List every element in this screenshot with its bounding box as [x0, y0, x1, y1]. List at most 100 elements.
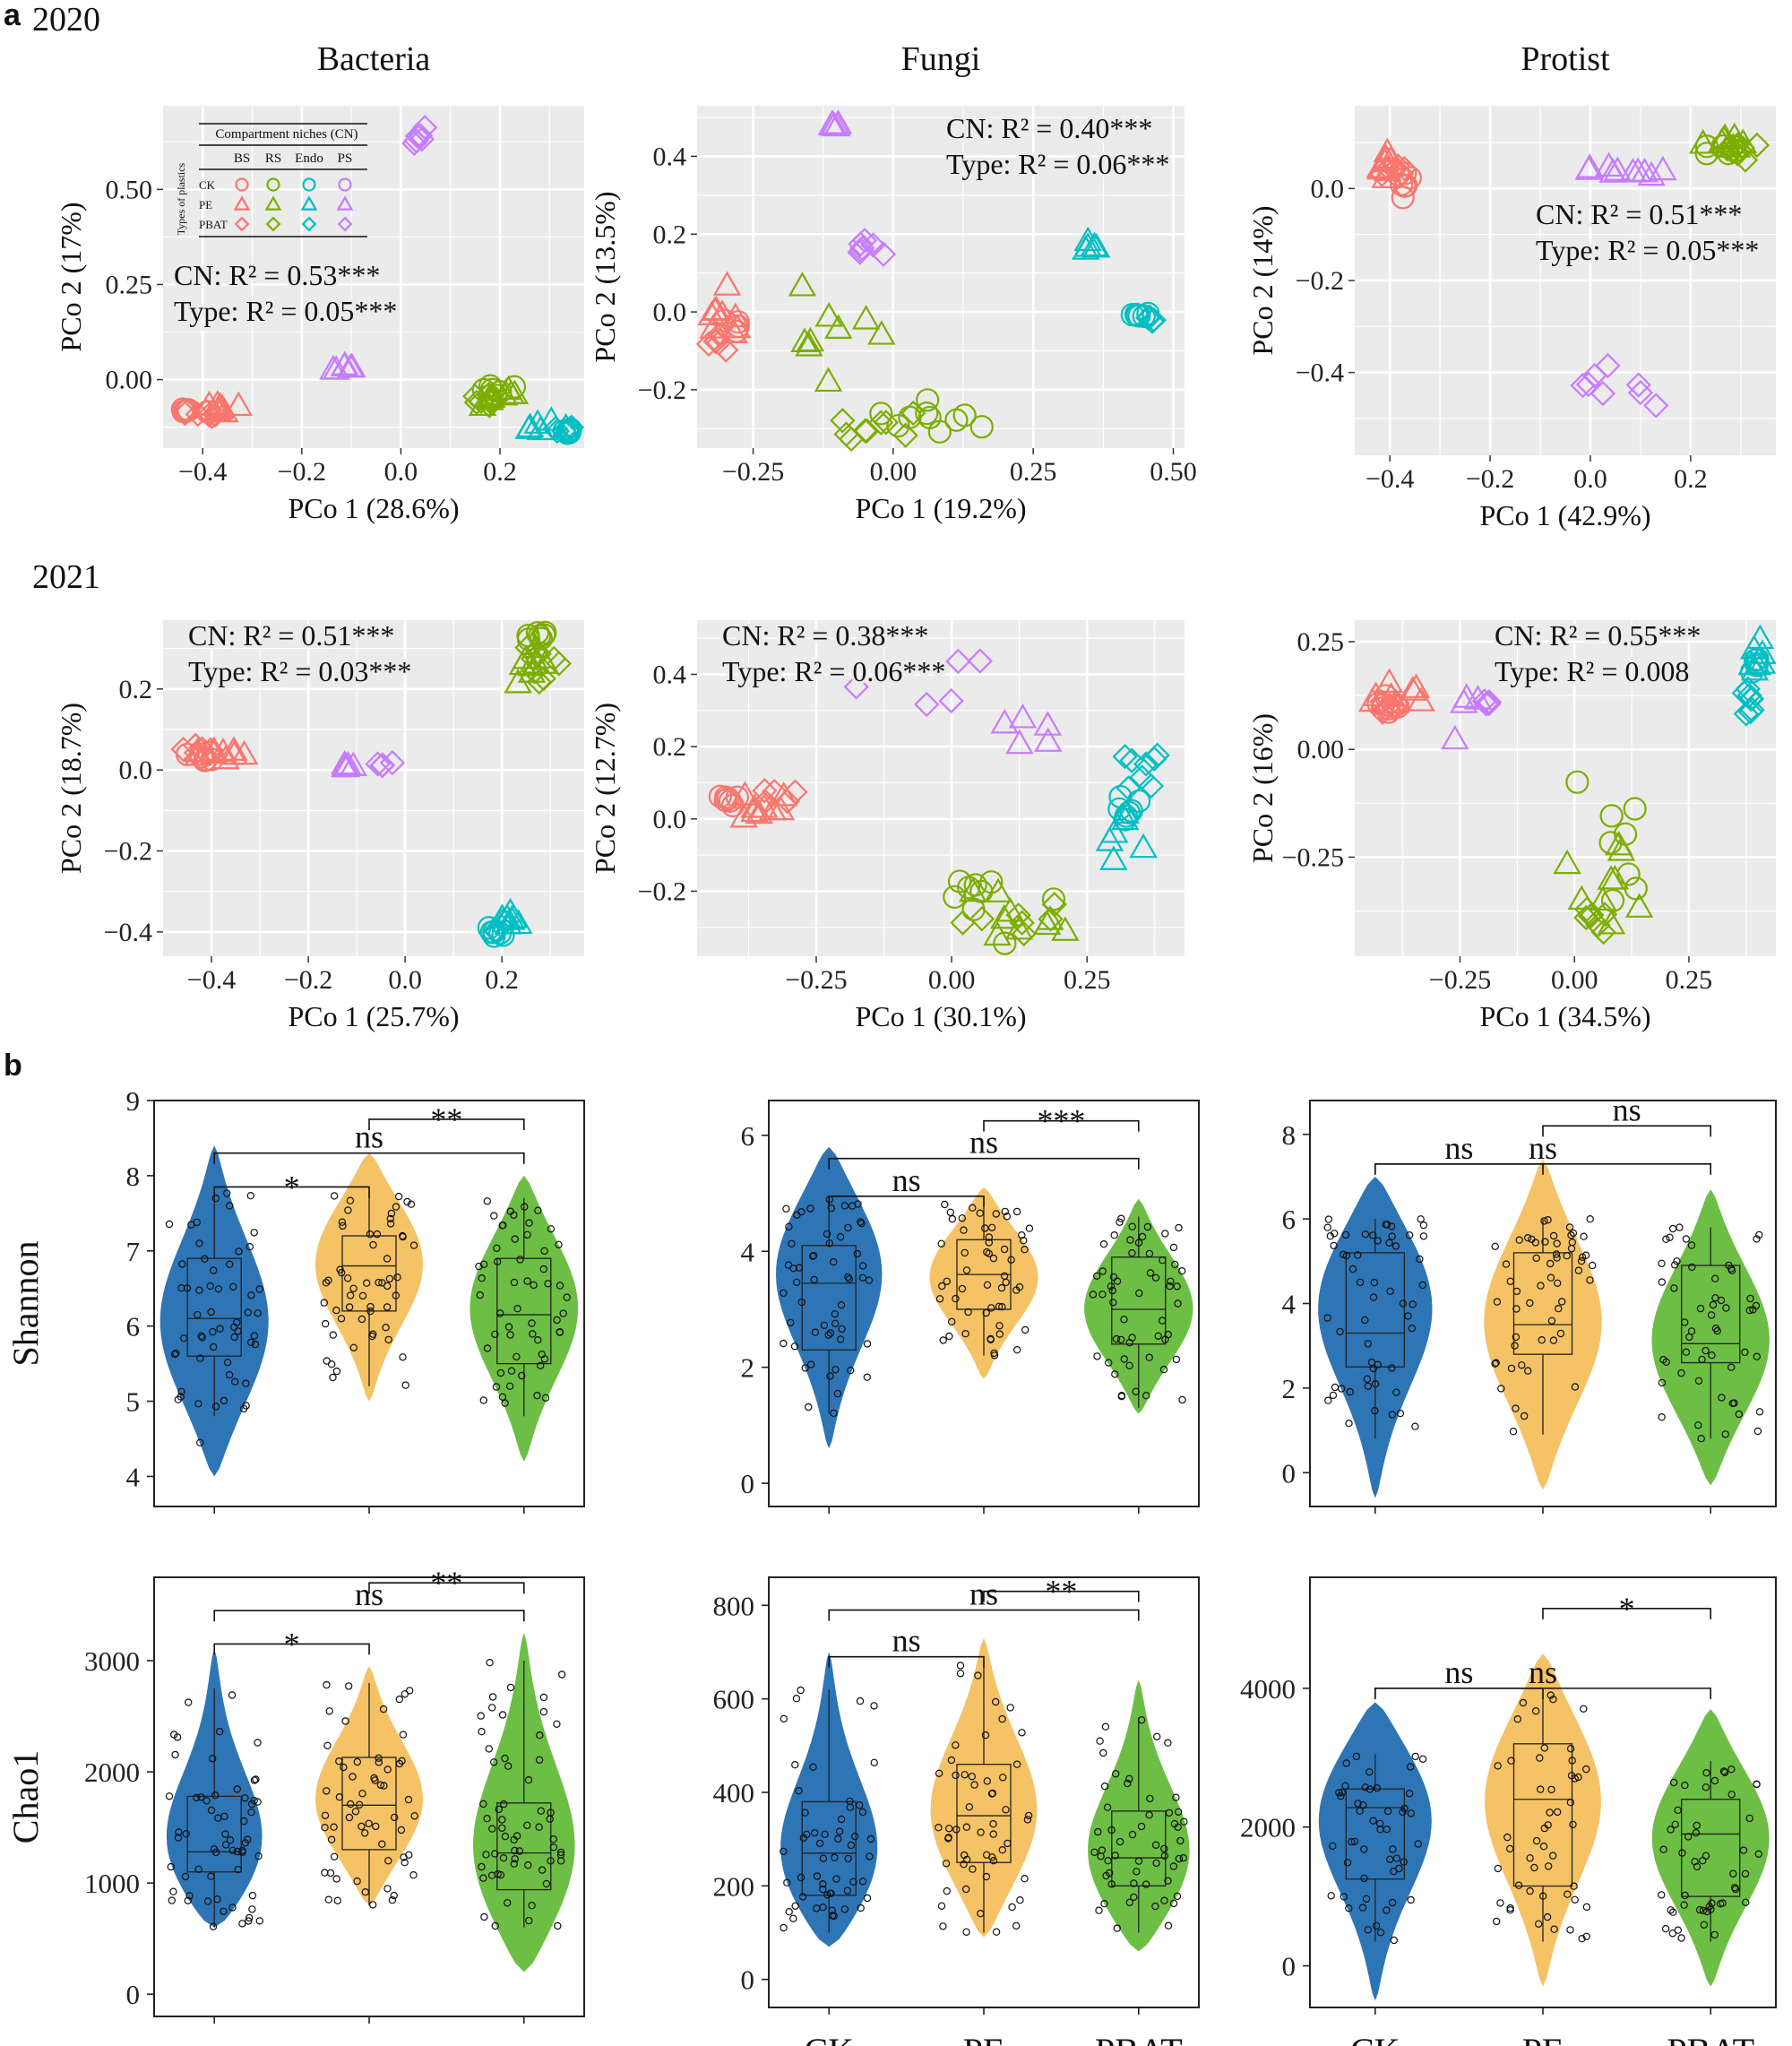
jitter-point: [330, 1192, 339, 1200]
jitter-point: [1369, 1293, 1378, 1301]
jitter-point: [239, 1404, 248, 1413]
legend-side-title: Types of plastics: [175, 162, 187, 235]
jitter-point: [1388, 1364, 1396, 1372]
jitter-point: [1390, 1936, 1399, 1945]
data-point-ps-pbat: [967, 648, 993, 674]
jitter-point: [165, 1792, 174, 1800]
jitter-point: [488, 1825, 496, 1833]
jitter-point: [806, 1360, 815, 1368]
jitter-point: [499, 1853, 508, 1862]
panel-label-a: a: [4, 0, 22, 32]
jitter-point: [379, 1705, 388, 1714]
jitter-point: [1514, 1881, 1523, 1889]
jitter-point: [1727, 1265, 1736, 1273]
jitter-point: [1538, 1335, 1546, 1344]
y-tick-label: 0: [741, 1468, 755, 1499]
data-point-endo-pe: [1095, 826, 1124, 851]
data-point-endo-pbat: [1737, 686, 1764, 712]
jitter-point: [491, 1850, 499, 1858]
jitter-point: [329, 1373, 337, 1382]
jitter-point: [983, 1281, 992, 1290]
jitter-point: [510, 1835, 518, 1844]
data-point-rs-pbat: [1590, 919, 1616, 945]
jitter-point: [780, 1289, 788, 1298]
y-tick-label: 0.25: [1297, 627, 1345, 657]
jitter-point: [207, 1308, 215, 1317]
jitter-point: [247, 1808, 255, 1817]
significance-bracket: [368, 1582, 525, 1594]
violin-pe: [929, 1187, 1038, 1379]
y-tick-label: 0.25: [106, 270, 153, 299]
box-ck: [186, 1257, 242, 1357]
jitter-point: [797, 1298, 806, 1307]
data-point-endo-pbat: [1733, 701, 1759, 727]
jitter-point: [556, 1282, 564, 1290]
data-point-ps-pbat: [403, 127, 429, 154]
jitter-point: [1341, 1230, 1350, 1239]
jitter-point: [349, 1343, 358, 1352]
data-point-bs-pe: [1374, 668, 1404, 694]
jitter-point: [1702, 1768, 1710, 1777]
significance-label: ns: [1444, 1130, 1473, 1166]
jitter-point: [524, 1775, 533, 1784]
jitter-point: [941, 1200, 949, 1209]
jitter-point: [211, 1791, 220, 1800]
jitter-point: [1745, 1306, 1753, 1315]
jitter-point: [209, 1327, 217, 1336]
jitter-point: [329, 1331, 337, 1339]
jitter-point: [1111, 1370, 1119, 1378]
jitter-point: [330, 1823, 338, 1831]
jitter-point: [826, 1889, 834, 1897]
jitter-point: [1164, 1921, 1173, 1929]
jitter-point: [341, 1717, 349, 1725]
jitter-point: [1134, 1239, 1143, 1247]
jitter-point: [1553, 1254, 1561, 1262]
jitter-point: [375, 1278, 383, 1287]
jitter-point: [1386, 1287, 1394, 1296]
jitter-point: [537, 1361, 545, 1370]
data-point-endo-pbat: [1142, 746, 1167, 772]
jitter-point: [358, 1291, 367, 1300]
jitter-point: [337, 1315, 346, 1323]
jitter-point: [1411, 1422, 1419, 1430]
jitter-point: [1021, 1245, 1029, 1254]
jitter-point: [1169, 1899, 1178, 1908]
jitter-point: [956, 1662, 965, 1670]
jitter-point: [1528, 1235, 1536, 1244]
jitter-point: [1492, 1917, 1501, 1926]
jitter-point: [1570, 1882, 1578, 1890]
significance-bracket: [983, 1590, 1140, 1602]
jitter-point: [811, 1328, 820, 1336]
jitter-point: [344, 1206, 352, 1214]
jitter-point: [499, 1221, 507, 1230]
jitter-point: [211, 1848, 220, 1857]
jitter-point: [250, 1776, 259, 1784]
data-point-bs-pbat: [172, 401, 198, 427]
jitter-point: [515, 1847, 524, 1855]
jitter-point: [1526, 1886, 1534, 1895]
y-tick-label: 6: [1282, 1204, 1297, 1235]
jitter-point: [1173, 1892, 1182, 1901]
x-tick-label: −0.25: [1429, 965, 1491, 995]
jitter-point: [1142, 1880, 1150, 1888]
significance-label: *: [284, 1626, 300, 1662]
jitter-point: [1550, 1925, 1558, 1933]
jitter-point: [1492, 1359, 1500, 1367]
jitter-point: [213, 1895, 221, 1904]
y-tick-label: 0.2: [653, 220, 687, 249]
data-point-ps-pbat: [1476, 689, 1503, 715]
jitter-point: [168, 1896, 176, 1904]
jitter-point: [1388, 1232, 1396, 1240]
jitter-point: [1722, 1304, 1730, 1312]
jitter-point: [1742, 1898, 1750, 1906]
stat-type-label: Type: R² = 0.05***: [174, 295, 397, 327]
data-point-rs-pe: [795, 332, 823, 357]
data-point-rs-pe: [1553, 849, 1581, 875]
data-point-rs-ck: [886, 413, 910, 438]
jitter-point: [1494, 1864, 1503, 1873]
box-ck: [801, 1800, 857, 1896]
jitter-point: [866, 1852, 874, 1860]
jitter-point: [235, 1247, 243, 1256]
stat-cn-label: CN: R² = 0.53***: [174, 259, 380, 291]
x-tick-label: 0.25: [1666, 965, 1713, 995]
